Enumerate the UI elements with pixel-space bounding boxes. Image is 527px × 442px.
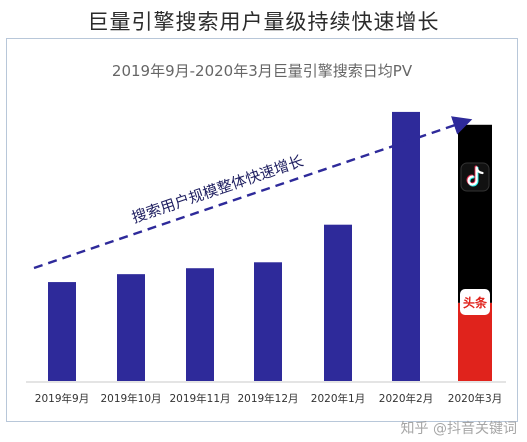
trend-arrow-line [33,116,473,270]
bar-0 [48,282,76,381]
bar-4 [324,224,352,381]
bar-3 [254,262,282,381]
x-tick-labels: 2019年9月 2019年10月 2019年11月 2019年12月 2020年1月 20… [35,392,502,405]
bar-segment-toutiao [458,302,492,381]
bars-group [48,111,492,382]
bar-1 [117,274,145,381]
svg-text:头条: 头条 [463,295,488,310]
bar-segment-douyin [458,124,492,303]
x-tick-label: 2019年10月 [100,392,161,405]
bar-5 [392,111,420,382]
x-tick-label: 2019年11月 [169,392,230,405]
chart-frame [6,38,518,422]
toutiao-logo-icon: 头条 [460,289,490,315]
x-tick-label: 2020年1月 [311,392,365,405]
bar-2 [186,268,214,381]
watermark-text: 知乎 @抖音关键词 [400,421,517,437]
page-title: 巨量引擎搜索用户量级持续快速增长 [87,10,440,34]
x-tick-label: 2020年2月 [379,392,433,405]
douyin-logo-icon [460,162,490,192]
trend-annotation: 搜索用户规模整体快速增长 [129,152,305,227]
x-tick-label: 2020年3月 [448,392,502,405]
x-tick-label: 2019年9月 [35,392,89,405]
chart-title: 2019年9月-2020年3月巨量引擎搜索日均PV [111,62,413,80]
x-tick-label: 2019年12月 [237,392,298,405]
